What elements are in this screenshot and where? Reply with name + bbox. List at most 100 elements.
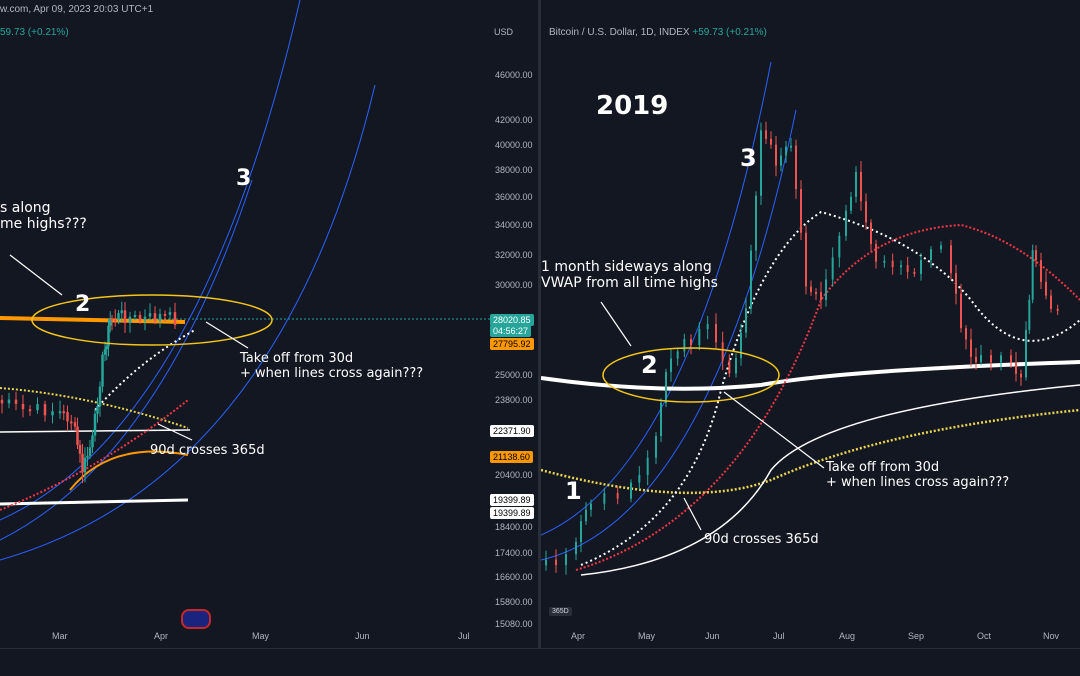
time-axis-label: Jul — [458, 631, 470, 641]
candle-body — [148, 313, 152, 317]
candle-body — [120, 310, 123, 314]
price-axis-label: 15080.00 — [495, 619, 533, 629]
annotation-arrow — [205, 321, 249, 349]
annotation-number-3: 3 — [740, 144, 757, 172]
candle-body — [1025, 329, 1027, 378]
pane-divider[interactable] — [538, 0, 541, 648]
currency-label: USD — [494, 27, 514, 37]
candle-body — [883, 260, 886, 263]
fib-arc — [541, 109, 797, 561]
candle-body — [638, 475, 641, 483]
candle-body — [655, 436, 657, 458]
chart-pane-left[interactable]: w.com, Apr 09, 2023 20:03 UTC+1 59.73 (+… — [0, 0, 538, 648]
candle-body — [765, 130, 767, 139]
candle-body — [690, 339, 692, 346]
vwap-price-tag: 19399.89 — [490, 507, 534, 519]
candle-body — [585, 509, 587, 522]
candle-body — [698, 329, 701, 346]
highlight-ellipse — [602, 347, 780, 403]
candle-body — [7, 399, 11, 404]
candle-body — [955, 273, 957, 294]
vwap-line-white — [0, 498, 189, 506]
candle-body — [676, 351, 679, 359]
candle-body — [1020, 373, 1022, 378]
price-axis-label: 38000.00 — [495, 165, 533, 175]
price-axis-label: 40000.00 — [495, 140, 533, 150]
chart-header-left: w.com, Apr 09, 2023 20:03 UTC+1 — [0, 4, 153, 15]
candle-body — [740, 332, 742, 359]
candle-body — [785, 146, 787, 156]
year-label: 2019 — [596, 91, 669, 121]
vwap-price-tag: 19399.89 — [490, 494, 534, 506]
candle-body — [660, 403, 662, 437]
candle-body — [96, 406, 99, 414]
candle-body — [14, 399, 18, 404]
time-axis-label: May — [638, 631, 656, 641]
countdown-tag: 04:56:27 — [490, 325, 532, 337]
candle-body — [143, 316, 147, 321]
chart-pane-right[interactable]: Bitcoin / U.S. Dollar, 1D, INDEX +59.73 … — [541, 0, 1080, 648]
interval-badge[interactable]: 365D — [549, 607, 572, 616]
candle-body — [875, 244, 877, 262]
annotation-ma-cross: 90d crosses 365d — [704, 532, 819, 547]
last-price-tag: 28020.85 — [490, 314, 534, 326]
ma-red-line — [575, 223, 1080, 571]
candle-body — [153, 313, 157, 321]
time-axis-label: Nov — [1043, 631, 1060, 641]
candle-body — [670, 358, 672, 372]
candle-body — [0, 399, 4, 404]
fib-arc — [0, 0, 301, 521]
chart-canvas-left[interactable] — [0, 0, 538, 648]
change-text: +59.73 (+0.21%) — [692, 27, 767, 38]
candle-body — [114, 319, 117, 322]
annotation-ma-cross: 90d crosses 365d — [150, 443, 265, 458]
chart-header-right: Bitcoin / U.S. Dollar, 1D, INDEX +59.73 … — [549, 27, 767, 38]
candle-body — [133, 315, 137, 318]
candle-body — [831, 257, 834, 280]
candle-body — [138, 315, 142, 321]
ma-yellow-line — [541, 408, 1080, 495]
candle-body — [123, 310, 127, 324]
price-axis-label: 20400.00 — [495, 470, 533, 480]
ma-yellow-line — [0, 387, 189, 429]
candle-body — [815, 292, 817, 295]
symbol-title: Bitcoin / U.S. Dollar, 1D, INDEX — [549, 27, 690, 38]
candle-body — [706, 323, 709, 330]
candle-body — [728, 360, 731, 374]
highlight-ellipse — [31, 294, 273, 346]
candle-body — [665, 371, 667, 404]
ma-30-line — [94, 329, 196, 411]
candle-body — [1010, 355, 1012, 363]
bottom-toolbar — [0, 648, 1080, 676]
chart-canvas-right[interactable] — [541, 0, 1080, 648]
candle-body — [800, 189, 802, 233]
candle-body — [900, 265, 902, 268]
annotation-number-2: 2 — [75, 292, 91, 317]
candle-body — [965, 328, 967, 340]
candle-body — [117, 313, 120, 320]
us-flag-icon[interactable] — [181, 609, 211, 629]
candle-body — [870, 222, 872, 245]
candle-body — [1045, 281, 1047, 296]
candle-body — [110, 318, 114, 321]
candle-body — [795, 145, 797, 190]
ma-red-line — [0, 399, 189, 511]
candle-body — [850, 196, 852, 211]
time-axis-label: Oct — [977, 631, 992, 641]
candle-body — [721, 342, 724, 361]
candle-body — [735, 358, 737, 374]
candle-body — [107, 325, 110, 347]
ma-30-line — [580, 210, 1080, 566]
annotation-arrow — [683, 497, 702, 531]
candle-body — [86, 455, 89, 458]
price-axis-label: 30000.00 — [495, 280, 533, 290]
candle-body — [775, 144, 777, 166]
candle-body — [616, 493, 619, 499]
candle-body — [163, 313, 167, 316]
price-axis-label: 36000.00 — [495, 192, 533, 202]
candle-body — [590, 503, 592, 510]
ma-365-line — [580, 384, 1080, 576]
candle-body — [825, 279, 827, 300]
candle-body — [91, 435, 94, 448]
candle-body — [683, 339, 686, 352]
